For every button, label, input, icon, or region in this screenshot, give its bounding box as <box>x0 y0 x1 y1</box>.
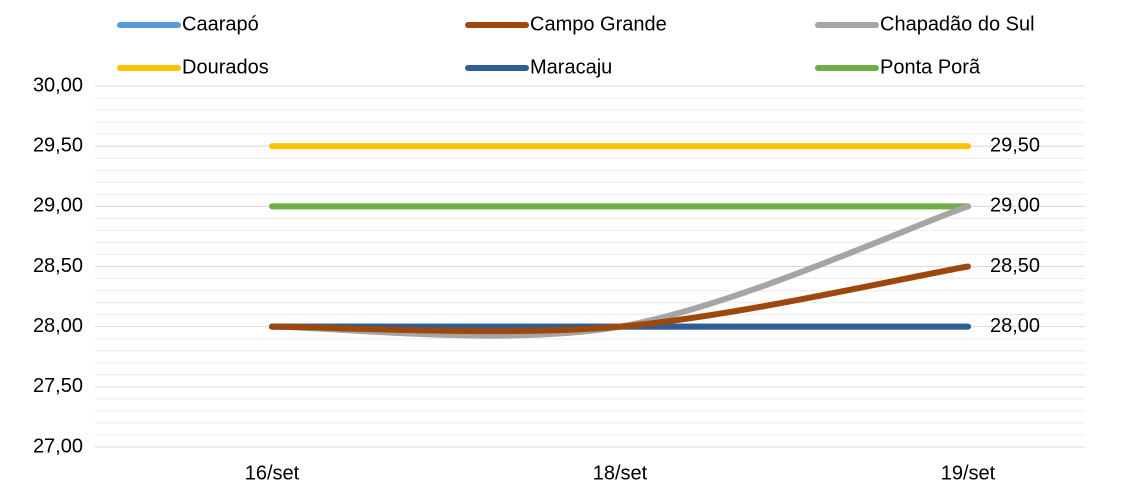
y-tick-label: 28,50 <box>33 255 83 277</box>
legend-label: Campo Grande <box>530 13 667 35</box>
y-tick-label: 27,00 <box>33 435 83 457</box>
x-tick-label: 19/set <box>941 462 996 484</box>
legend-label: Caarapó <box>182 13 259 35</box>
legend-label: Dourados <box>182 56 269 78</box>
legend-label: Ponta Porã <box>880 56 981 78</box>
data-label: 29,00 <box>990 195 1040 217</box>
y-tick-label: 27,50 <box>33 375 83 397</box>
data-label: 28,50 <box>990 255 1040 277</box>
y-tick-label: 29,50 <box>33 134 83 156</box>
y-tick-label: 29,00 <box>33 195 83 217</box>
series-line <box>269 203 971 339</box>
x-tick-label: 18/set <box>593 462 648 484</box>
y-tick-label: 30,00 <box>33 74 83 96</box>
data-label: 29,50 <box>990 134 1040 156</box>
legend-label: Maracaju <box>530 56 612 78</box>
legend-label: Chapadão do Sul <box>880 13 1035 35</box>
series-line <box>269 263 971 335</box>
data-label: 28,00 <box>990 315 1040 337</box>
x-tick-label: 16/set <box>245 462 300 484</box>
y-tick-label: 28,00 <box>33 315 83 337</box>
